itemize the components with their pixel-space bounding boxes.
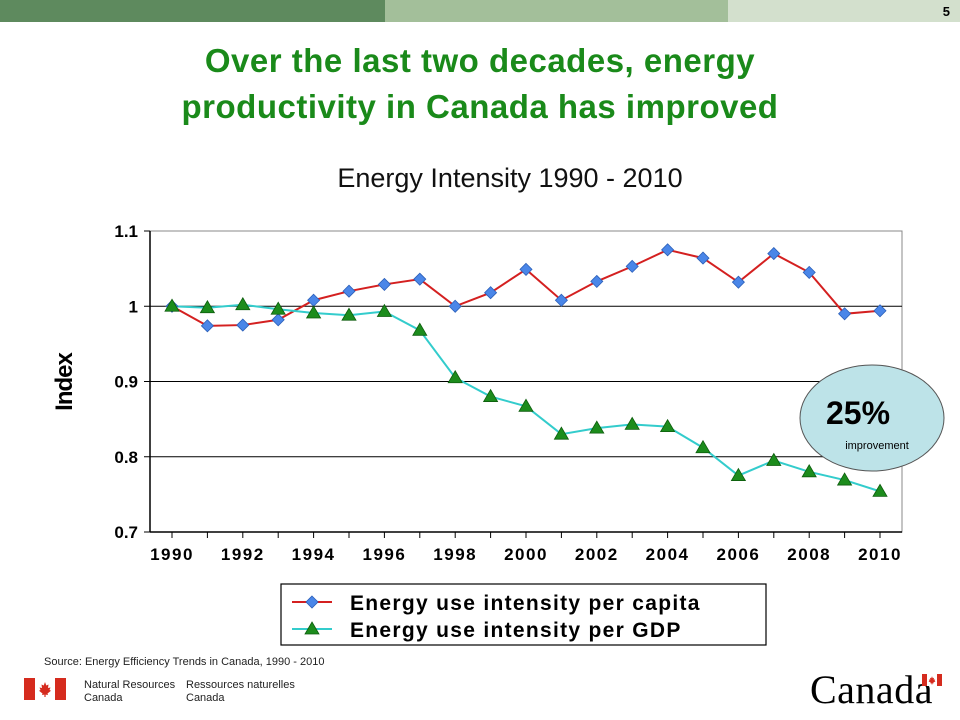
per-gdp-point [766, 452, 782, 466]
x-tick-label: 2004 [646, 545, 690, 564]
slide-title-line-2: productivity in Canada has improved [181, 88, 779, 125]
per-gdp-point [589, 420, 605, 434]
legend: Energy use intensity per capita Energy us… [280, 583, 767, 646]
per-capita-point [661, 243, 675, 257]
per-capita-point [484, 286, 498, 300]
legend-box [280, 583, 767, 646]
per-gdp-point [695, 439, 711, 454]
y-tick-label: 0.9 [114, 373, 138, 392]
per-gdp-point [872, 483, 888, 497]
y-tick-label: 1.1 [114, 222, 138, 241]
per-capita-point [519, 262, 533, 276]
per-gdp-point [341, 307, 357, 321]
per-capita-point [448, 299, 462, 313]
per-capita-point [236, 318, 250, 332]
callout-value: 25% [826, 395, 890, 431]
per-gdp-point [518, 398, 534, 412]
dept-en-line-2: Canada [84, 692, 123, 704]
x-tick-label: 1996 [362, 545, 406, 564]
dept-fr-line-2: Canada [186, 692, 225, 704]
canada-wordmark: Canada [810, 667, 933, 712]
per-capita-point [271, 313, 285, 327]
per-gdp-point [305, 305, 322, 319]
per-gdp-point [801, 464, 817, 478]
x-tick-label: 2002 [575, 545, 619, 564]
slide-title-line-1: Over the last two decades, energy [204, 42, 756, 79]
y-tick-label: 0.8 [114, 448, 138, 467]
slide-number: 5 [942, 4, 950, 19]
per-gdp-point [482, 388, 499, 402]
x-tick-label: 1994 [292, 545, 336, 564]
department-name-french: Ressources naturelles Canada [186, 679, 295, 705]
x-tick-label: 2008 [787, 545, 831, 564]
per-gdp-point [624, 416, 640, 430]
header-bar-light [728, 0, 960, 22]
per-capita-point [200, 319, 214, 333]
y-tick-label: 0.7 [114, 523, 138, 542]
x-tick-label: 1992 [221, 545, 265, 564]
per-capita-point [554, 293, 568, 307]
dept-fr-line-1: Ressources naturelles [186, 679, 295, 691]
per-gdp-point [730, 467, 747, 481]
legend-swatch-marker [304, 621, 320, 635]
per-capita-point [767, 247, 781, 261]
per-gdp-point [270, 301, 286, 315]
x-tick-label: 1990 [150, 545, 194, 564]
x-tick-label: 2010 [858, 545, 902, 564]
per-gdp-point [235, 296, 251, 311]
per-capita-point [377, 277, 391, 291]
department-name-english: Natural Resources Canada [84, 679, 175, 705]
per-capita-point [413, 272, 427, 286]
x-tick-label: 1998 [433, 545, 477, 564]
slide-title: Over the last two decades, energy produc… [60, 38, 900, 130]
y-axis-label: Index [51, 352, 78, 411]
per-capita-point [590, 274, 604, 288]
per-capita-point [802, 265, 816, 279]
callout-ellipse [799, 364, 945, 472]
per-gdp-point [553, 426, 570, 440]
per-gdp-point [659, 418, 676, 433]
per-gdp-point [836, 472, 853, 486]
legend-entry: Energy use intensity per GDP [350, 619, 682, 642]
source-note: Source: Energy Efficiency Trends in Cana… [44, 656, 325, 668]
chart-title: Energy Intensity 1990 - 2010 [337, 163, 683, 193]
per-gdp-point [376, 303, 393, 317]
per-capita-point [696, 251, 710, 265]
y-tick-label: 1 [129, 297, 138, 316]
per-capita-point [625, 259, 639, 273]
line-chart: 0.7 0.8 0.9 1 1.1 1990 1992 1994 1996 1998 2000 200… [51, 222, 945, 646]
per-gdp-point [164, 298, 180, 312]
legend-entry: Energy use intensity per capita [350, 592, 701, 615]
legend-swatch-marker [305, 595, 319, 609]
per-gdp-point [447, 369, 463, 384]
callout-text: improvement [845, 440, 909, 452]
x-tick-label: 2000 [504, 545, 548, 564]
per-capita-point [873, 304, 887, 318]
x-tick-label: 2006 [716, 545, 760, 564]
wordmark-flag-icon [922, 674, 942, 686]
per-capita-point [342, 284, 356, 298]
canada-flag-icon [24, 678, 66, 700]
header-bar-mid [385, 0, 728, 22]
per-gdp-point [199, 299, 216, 314]
per-capita-point [731, 275, 745, 289]
header-bar-dark [0, 0, 385, 22]
per-capita-point [838, 307, 852, 321]
per-gdp-point [412, 322, 428, 336]
dept-en-line-1: Natural Resources [84, 679, 176, 691]
improvement-callout: 25% improvement [799, 364, 945, 472]
